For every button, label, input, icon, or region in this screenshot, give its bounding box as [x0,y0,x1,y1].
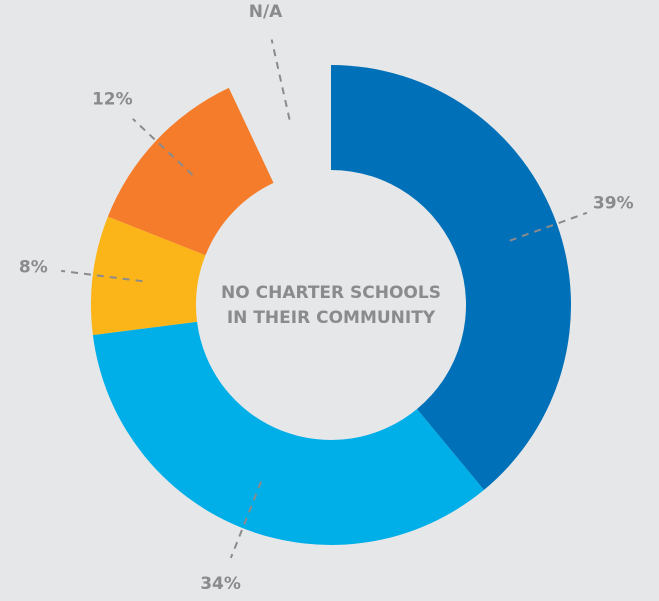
leader-line [132,118,194,176]
leader-line [509,211,588,242]
donut-slice [92,321,484,546]
donut-slice [107,87,274,256]
value-label: N/A [249,2,283,22]
donut-slice [331,65,572,490]
center-label: IN THEIR COMMUNITY [227,308,436,328]
value-label: 39% [593,193,634,213]
center-label: NO CHARTER SCHOOLS [221,283,441,303]
donut-slice [228,65,331,183]
leader-line [229,481,262,559]
donut-slice [91,216,206,336]
leader-line [61,269,143,283]
value-label: 12% [92,90,133,110]
leader-line [270,39,291,120]
value-label: 34% [200,574,241,594]
value-label: 8% [19,257,48,277]
